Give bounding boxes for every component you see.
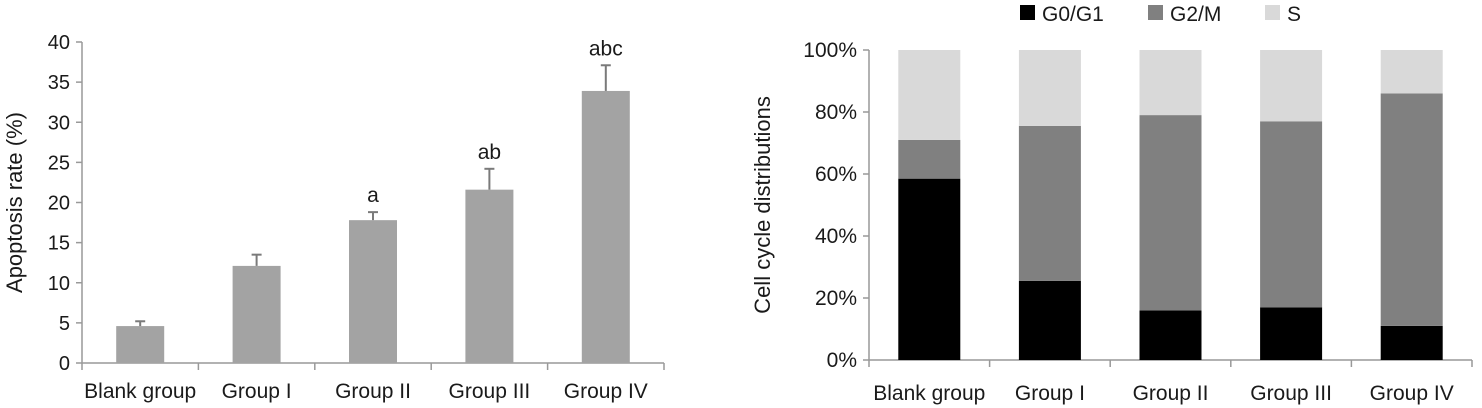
stacked-segment-s (1380, 50, 1443, 94)
y-tick-label: 20% (815, 287, 857, 310)
stacked-segment-g0-g1 (1260, 307, 1323, 360)
significance-label: a (367, 184, 379, 207)
bar (232, 265, 281, 363)
bar (581, 90, 630, 363)
legend-label: G0/G1 (1042, 3, 1104, 26)
stacked-segment-g2-m (1139, 115, 1202, 311)
y-tick-label: 40% (815, 225, 857, 248)
stacked-segment-g2-m (1380, 93, 1443, 326)
bar (349, 220, 397, 363)
legend-swatch (1020, 5, 1035, 20)
y-axis-title: Cell cycle distributions (750, 96, 775, 314)
y-tick-label: 20 (48, 193, 70, 215)
y-tick-label: 25 (48, 152, 70, 174)
y-tick-label: 35 (48, 72, 70, 94)
x-tick-label: Group III (1250, 382, 1332, 405)
legend-swatch (1265, 5, 1280, 20)
stacked-segment-g2-m (1018, 125, 1081, 281)
stacked-segment-g0-g1 (1018, 280, 1081, 360)
legend-swatch (1148, 5, 1163, 20)
stacked-segment-s (1139, 50, 1202, 116)
stacked-segment-s (1260, 50, 1323, 122)
x-tick-label: Group II (335, 380, 411, 403)
y-tick-label: 100% (803, 39, 857, 62)
y-tick-label: 60% (815, 163, 857, 186)
stacked-segment-s (898, 50, 961, 140)
y-tick-label: 0 (59, 353, 70, 375)
significance-label: ab (478, 141, 501, 164)
legend-label: G2/M (1170, 3, 1221, 26)
y-tick-label: 0% (827, 349, 857, 372)
y-tick-label: 5 (59, 313, 70, 335)
x-tick-label: Group I (1015, 382, 1085, 405)
y-tick-label: 40 (48, 32, 70, 54)
x-tick-label: Blank group (873, 382, 985, 405)
significance-label: abc (589, 37, 623, 60)
x-tick-label: Group III (449, 380, 531, 403)
y-tick-label: 80% (815, 101, 857, 124)
x-tick-label: Group II (1133, 382, 1209, 405)
stacked-segment-g2-m (898, 139, 961, 179)
y-tick-label: 30 (48, 112, 70, 134)
y-tick-label: 15 (48, 233, 70, 255)
y-axis-title: Apoptosis rate (%) (2, 112, 27, 293)
stacked-segment-g2-m (1260, 121, 1323, 308)
stacked-segment-g0-g1 (1139, 310, 1202, 360)
x-tick-label: Blank group (84, 380, 196, 403)
stacked-segment-g0-g1 (1380, 325, 1443, 360)
stacked-segment-g0-g1 (898, 178, 961, 360)
stacked-segment-s (1018, 50, 1081, 126)
x-tick-label: Group IV (1370, 382, 1454, 405)
bar (465, 189, 514, 363)
cell-cycle-stacked-chart: 0% 20% 40% 60% 80% 100% Blank group Group I Grou… (750, 3, 1473, 405)
x-tick-label: Group IV (564, 380, 648, 403)
bar (116, 326, 165, 363)
apoptosis-bar-chart: 0 5 10 15 20 25 30 35 40 Blank group Group I a Group… (2, 32, 665, 403)
x-tick-label: Group I (222, 380, 292, 403)
legend-label: S (1287, 3, 1301, 26)
y-tick-label: 10 (48, 273, 70, 295)
